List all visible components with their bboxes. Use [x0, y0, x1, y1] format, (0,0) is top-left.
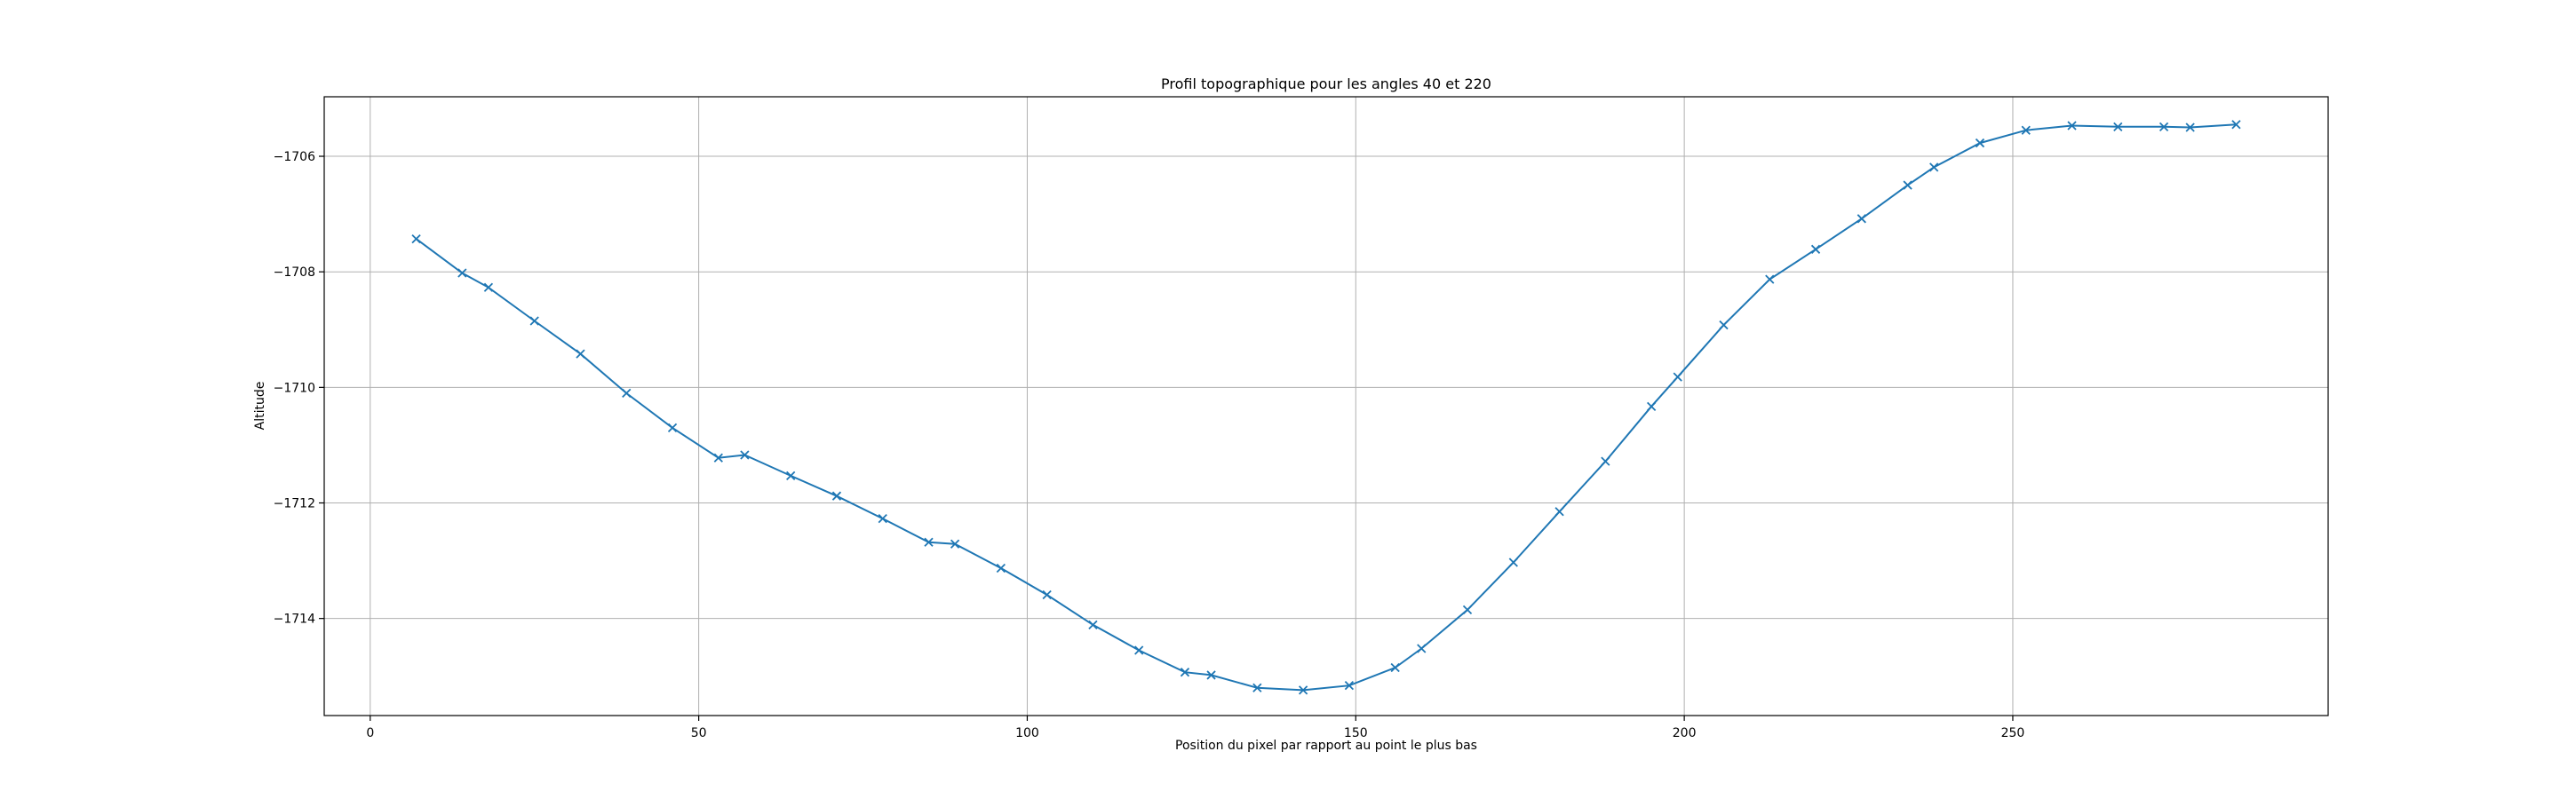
data-point-marker — [667, 423, 678, 433]
data-point-marker — [1417, 644, 1427, 653]
data-point-marker — [1298, 685, 1308, 695]
data-point-marker — [831, 491, 842, 501]
plot-frame — [323, 96, 2329, 716]
x-tick-label: 0 — [366, 726, 374, 740]
x-tick-label: 150 — [1344, 726, 1368, 740]
data-point-marker — [1088, 620, 1098, 629]
data-point-marker — [950, 539, 960, 549]
data-point-marker — [1554, 507, 1564, 517]
data-point-marker — [1206, 670, 1216, 680]
data-point-marker — [740, 450, 750, 460]
chart-title: Profil topographique pour les angles 40 … — [1161, 75, 1491, 92]
data-point-marker — [2113, 122, 2123, 131]
data-point-marker — [1719, 320, 1729, 330]
data-series — [411, 120, 2241, 695]
data-point-marker — [2231, 120, 2241, 130]
data-point-marker — [1975, 138, 1985, 148]
data-point-marker — [1601, 456, 1610, 466]
y-tick-label: −1712 — [274, 497, 315, 511]
data-point-marker — [878, 513, 887, 524]
data-point-marker — [713, 453, 723, 463]
y-tick-label: −1714 — [274, 613, 315, 627]
x-tick-label: 100 — [1015, 726, 1039, 740]
x-axis: 0 50 100 150 200 250 — [366, 716, 2024, 740]
data-point-marker — [1180, 668, 1190, 677]
data-point-marker — [457, 268, 467, 278]
data-point-marker — [2159, 122, 2169, 131]
data-point-marker — [1390, 662, 1400, 673]
data-point-marker — [1765, 274, 1775, 284]
x-tick-label: 50 — [691, 726, 707, 740]
data-point-marker — [1042, 589, 1052, 600]
data-point-marker — [1810, 244, 1821, 254]
data-point-marker — [411, 233, 421, 244]
data-point-marker — [529, 316, 539, 326]
x-tick-label: 200 — [1673, 726, 1697, 740]
data-point-marker — [483, 282, 494, 292]
data-point-marker — [2067, 121, 2077, 131]
y-tick-label: −1708 — [274, 265, 315, 280]
y-tick-label: −1710 — [274, 381, 315, 395]
data-point-marker — [576, 349, 585, 359]
data-point-marker — [1252, 683, 1262, 692]
series-line — [416, 123, 2237, 692]
data-point-marker — [924, 537, 934, 547]
data-point-marker — [786, 471, 796, 481]
y-tick-label: −1706 — [274, 150, 315, 164]
data-point-marker — [1856, 214, 1866, 224]
data-point-marker — [1508, 558, 1518, 567]
data-point-marker — [2021, 125, 2031, 135]
data-point-marker — [622, 388, 632, 398]
grid-lines — [324, 97, 2328, 716]
data-point-marker — [1647, 401, 1657, 411]
y-axis-label: Altitude — [253, 382, 267, 431]
data-point-marker — [1462, 605, 1473, 615]
y-axis: −1706 −1708 −1710 −1712 −1714 — [274, 150, 324, 627]
x-axis-label: Position du pixel par rapport au point l… — [1175, 739, 1477, 753]
data-point-marker — [1673, 372, 1682, 382]
data-point-marker — [1344, 681, 1355, 691]
data-point-marker — [1134, 645, 1144, 655]
x-tick-label: 250 — [2001, 726, 2025, 740]
data-point-marker — [1929, 162, 1939, 172]
data-point-marker — [996, 563, 1006, 574]
data-point-marker — [1903, 180, 1912, 190]
data-point-marker — [2185, 123, 2195, 132]
